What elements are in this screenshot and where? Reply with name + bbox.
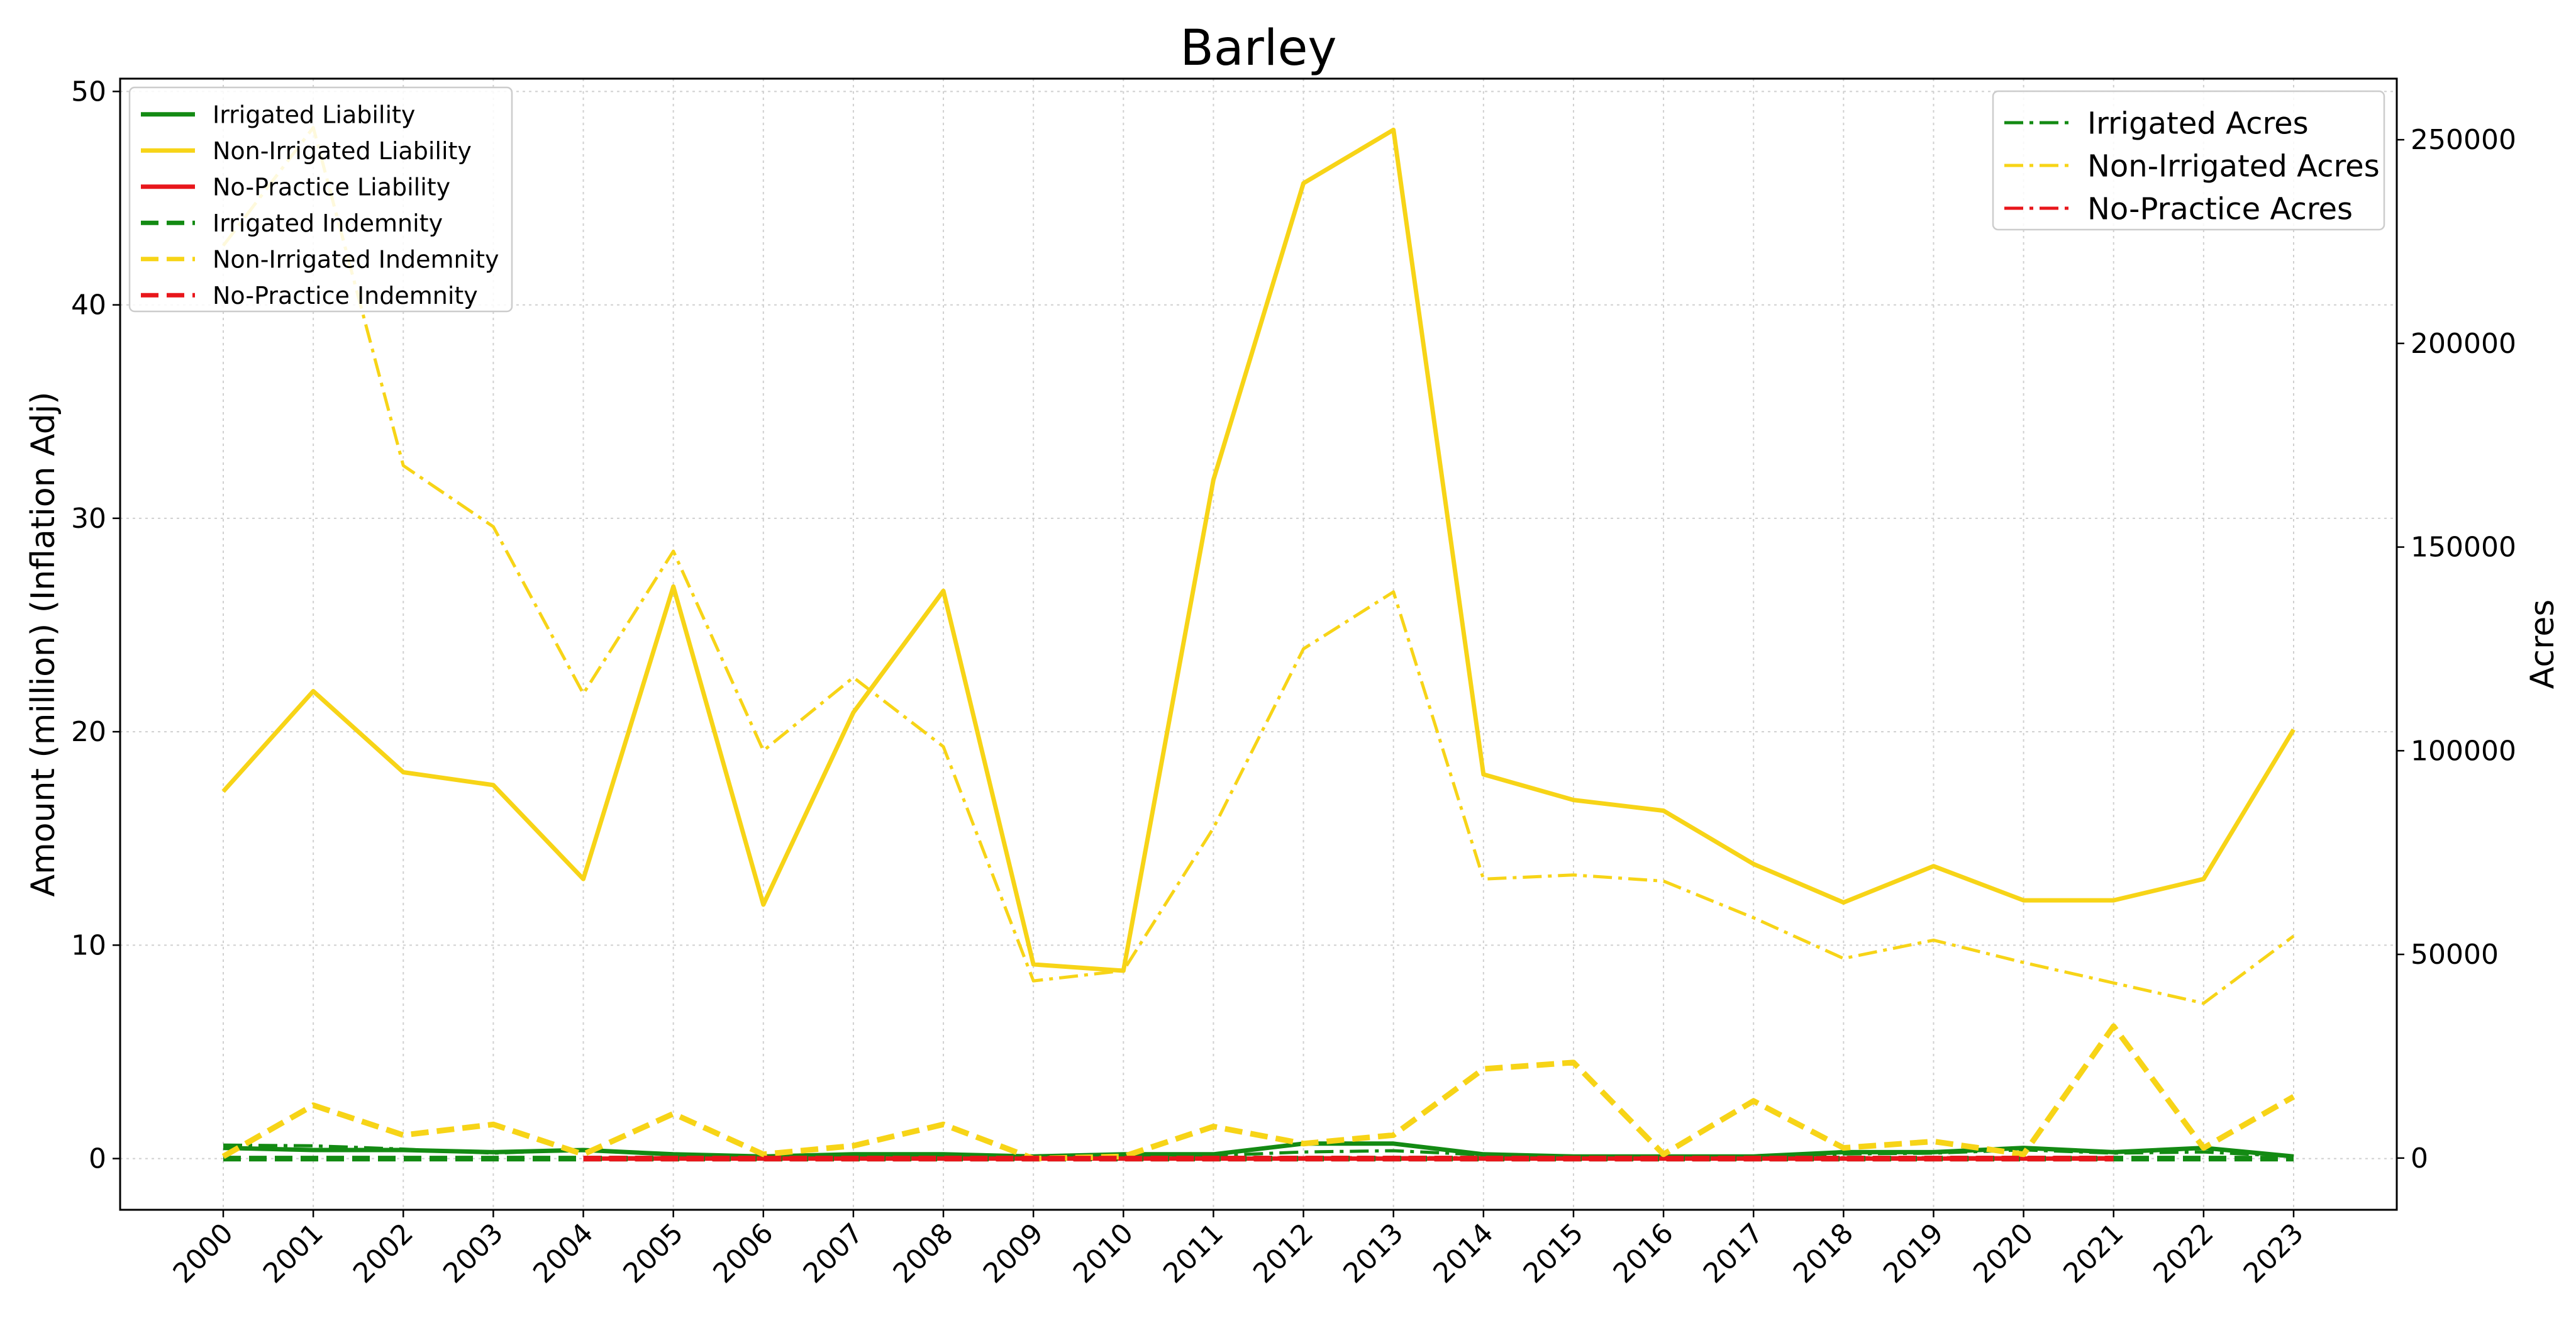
y-left-tick-label: 10 xyxy=(71,929,106,961)
series-line-non-irrigated-acres xyxy=(222,126,2295,1005)
series-line-non-irrigated-indemnity xyxy=(221,1023,2296,1162)
y-left-tick-label: 0 xyxy=(89,1143,106,1175)
legend-left: Irrigated Liability Non-Irrigated Liabili… xyxy=(128,86,513,313)
y-axis-left-label: Amount (million) (Inflation Adj) xyxy=(25,392,62,897)
y-right-tick-label: 50000 xyxy=(2411,939,2499,971)
legend-box xyxy=(1992,90,2385,231)
legend-label: Non-Irrigated Indemnity xyxy=(213,245,499,273)
legend-label: Irrigated Acres xyxy=(2087,106,2309,141)
legend-label: No-Practice Liability xyxy=(213,173,450,201)
y-left-tick-label: 30 xyxy=(71,503,106,535)
y-left-tick-label: 50 xyxy=(71,75,106,108)
y-right-tick-label: 100000 xyxy=(2411,735,2516,767)
y-right-tick-label: 150000 xyxy=(2411,532,2516,564)
y-left-tick-label: 20 xyxy=(71,716,106,748)
series-line-non-irrigated-liability xyxy=(221,127,2296,973)
plot-area-frame xyxy=(119,77,2398,1211)
y-axis-right-label: Acres xyxy=(2524,600,2562,690)
legend-label: No-Practice Acres xyxy=(2087,191,2353,226)
series-lines xyxy=(221,126,2296,1162)
legend-label: Irrigated Indemnity xyxy=(213,209,443,237)
y-right-tick-label: 200000 xyxy=(2411,328,2516,360)
legend-label: No-Practice Indemnity xyxy=(213,282,478,310)
y-right-tick-label: 0 xyxy=(2411,1142,2428,1175)
y-right-tick-label: 250000 xyxy=(2411,124,2516,156)
legend-label: Non-Irrigated Acres xyxy=(2087,148,2380,184)
legend-label: Non-Irrigated Liability xyxy=(213,137,472,165)
chart-title: Barley xyxy=(1180,20,1336,77)
legend-box xyxy=(128,86,513,313)
y-left-tick-label: 40 xyxy=(71,289,106,321)
legend-label: Irrigated Liability xyxy=(213,101,415,128)
legend-right: Irrigated Acres Non-Irrigated Acres No-Pra… xyxy=(1992,90,2385,231)
